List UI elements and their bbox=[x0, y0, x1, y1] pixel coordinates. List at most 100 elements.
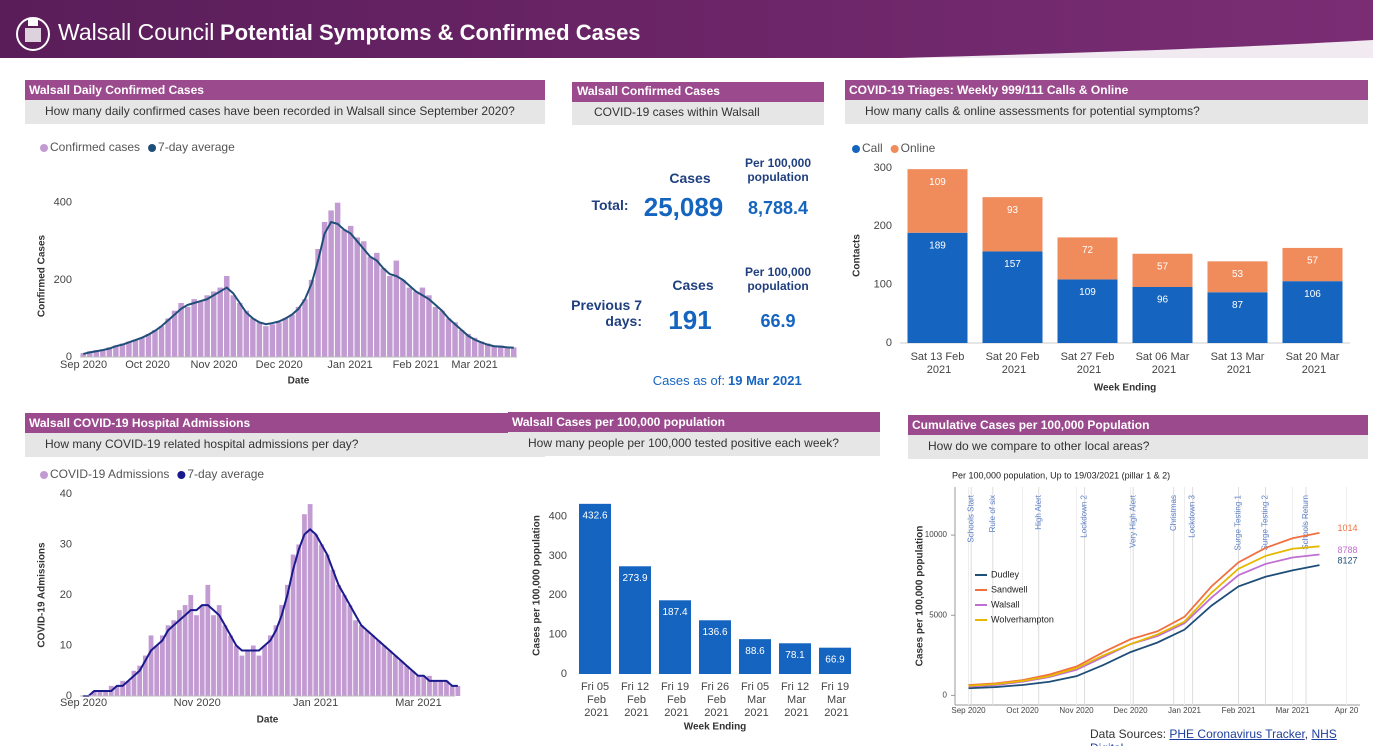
bar bbox=[152, 330, 158, 357]
kpi-value: 25,089 bbox=[643, 192, 724, 222]
bar bbox=[380, 268, 387, 357]
bar bbox=[250, 645, 256, 696]
bar bbox=[154, 645, 160, 696]
bar bbox=[285, 584, 290, 696]
bar bbox=[375, 640, 381, 696]
bar bbox=[224, 276, 230, 357]
panel-subtitle: How many calls & online assessments for … bbox=[865, 104, 1200, 118]
bar-segment bbox=[1057, 279, 1118, 343]
bar bbox=[393, 260, 400, 357]
kpi-label: Cases as of: bbox=[652, 373, 725, 388]
x-tick-label: Sat 20 Mar 2021 bbox=[1286, 351, 1340, 376]
panel-subtitle-bar bbox=[845, 100, 1368, 124]
bar-segment bbox=[1132, 253, 1193, 287]
x-tick-label: Fri 19 Feb 2021 bbox=[661, 681, 689, 719]
annotation-label: High Alert bbox=[1034, 494, 1043, 529]
data-label: 273.9 bbox=[622, 573, 647, 584]
bar bbox=[432, 680, 438, 696]
bar bbox=[432, 306, 439, 357]
bar-segment bbox=[982, 197, 1043, 252]
bar bbox=[438, 680, 444, 696]
series-line bbox=[968, 545, 1320, 687]
x-tick-label: Sep 2020 bbox=[951, 706, 986, 715]
bar bbox=[421, 675, 427, 696]
bar bbox=[97, 690, 103, 696]
legend-swatch bbox=[890, 145, 899, 153]
bar bbox=[256, 322, 263, 357]
bar bbox=[404, 665, 410, 696]
bar bbox=[699, 620, 731, 674]
kpi-label: Previous 7 days: bbox=[571, 297, 642, 329]
bar bbox=[158, 326, 165, 357]
y-tick-label: 200 bbox=[874, 220, 892, 232]
panel-subtitle-bar bbox=[908, 435, 1368, 459]
bar bbox=[387, 650, 393, 696]
panel-title-bar bbox=[845, 80, 1368, 100]
page-title: Potential Symptoms & Confirmed Cases bbox=[220, 20, 641, 45]
source-link[interactable]: NHS Digital bbox=[1090, 727, 1337, 746]
bar bbox=[237, 303, 243, 357]
bar bbox=[336, 584, 341, 696]
data-label: 72 bbox=[1082, 245, 1094, 256]
bar bbox=[347, 225, 354, 357]
bar bbox=[347, 605, 353, 696]
y-tick-label: 0 bbox=[561, 668, 567, 680]
panel-subtitle: How many COVID-19 related hospital admis… bbox=[45, 437, 359, 451]
bar bbox=[406, 287, 413, 357]
chart: Walsall Daily Confirmed Cases How many da… bbox=[25, 80, 545, 387]
x-axis-title: Week Ending bbox=[1094, 383, 1157, 394]
kpi-label: Total: bbox=[591, 197, 629, 213]
bar-segment bbox=[907, 169, 968, 233]
kpi-value: 8,788.4 bbox=[747, 198, 809, 218]
data-label: 189 bbox=[929, 240, 946, 251]
legend-swatch bbox=[177, 471, 186, 479]
bar bbox=[319, 544, 324, 696]
bar bbox=[415, 675, 421, 696]
bar bbox=[177, 610, 182, 696]
bar bbox=[308, 279, 315, 357]
bar bbox=[478, 341, 484, 357]
panel-subtitle-bar bbox=[25, 433, 545, 457]
y-tick-label: 300 bbox=[874, 162, 892, 174]
bar bbox=[739, 639, 771, 674]
y-tick-label: 100 bbox=[874, 279, 892, 291]
panel-subtitle: How many daily confirmed cases have been… bbox=[45, 104, 515, 118]
bar bbox=[400, 279, 406, 357]
bar bbox=[210, 291, 217, 357]
bar bbox=[330, 569, 336, 696]
bar bbox=[256, 655, 262, 696]
y-axis-title: COVID-19 Admissions bbox=[37, 542, 48, 648]
bar bbox=[205, 584, 211, 696]
bar bbox=[458, 330, 465, 357]
bar bbox=[619, 566, 651, 674]
bar bbox=[353, 620, 358, 696]
source-link[interactable]: PHE Coronavirus Tracker bbox=[1169, 727, 1305, 741]
y-tick-label: 200 bbox=[54, 274, 72, 286]
bar bbox=[119, 343, 126, 357]
x-tick-label: Dec 2020 bbox=[1113, 706, 1148, 715]
bar-segment bbox=[1057, 237, 1118, 280]
bar bbox=[779, 643, 811, 674]
brand: Walsall Council bbox=[58, 19, 214, 45]
bar bbox=[191, 299, 197, 357]
x-tick-label: Mar 2021 bbox=[1276, 706, 1310, 715]
x-tick-label: Apr 20 bbox=[1335, 706, 1359, 715]
chart: Walsall Cases per 100,000 population How … bbox=[508, 412, 880, 733]
bar bbox=[160, 635, 165, 696]
x-tick-label: Sat 06 Mar 2021 bbox=[1136, 351, 1190, 376]
annotation-label: Lockdown 3 bbox=[1188, 494, 1197, 537]
bar bbox=[125, 680, 131, 696]
series-line bbox=[968, 531, 1320, 686]
x-tick-label: Dec 2020 bbox=[256, 359, 303, 371]
bar bbox=[279, 605, 285, 696]
x-tick-label: Oct 2020 bbox=[125, 359, 170, 371]
bar bbox=[374, 252, 380, 357]
kpi-header: Per 100,000 population bbox=[744, 156, 812, 184]
bar bbox=[358, 625, 364, 696]
bar bbox=[197, 301, 204, 357]
bar bbox=[321, 222, 328, 357]
bar bbox=[243, 310, 250, 357]
kpi-value: 66.9 bbox=[760, 311, 796, 331]
x-tick-label: Mar 2021 bbox=[451, 359, 497, 371]
bar bbox=[165, 318, 171, 357]
